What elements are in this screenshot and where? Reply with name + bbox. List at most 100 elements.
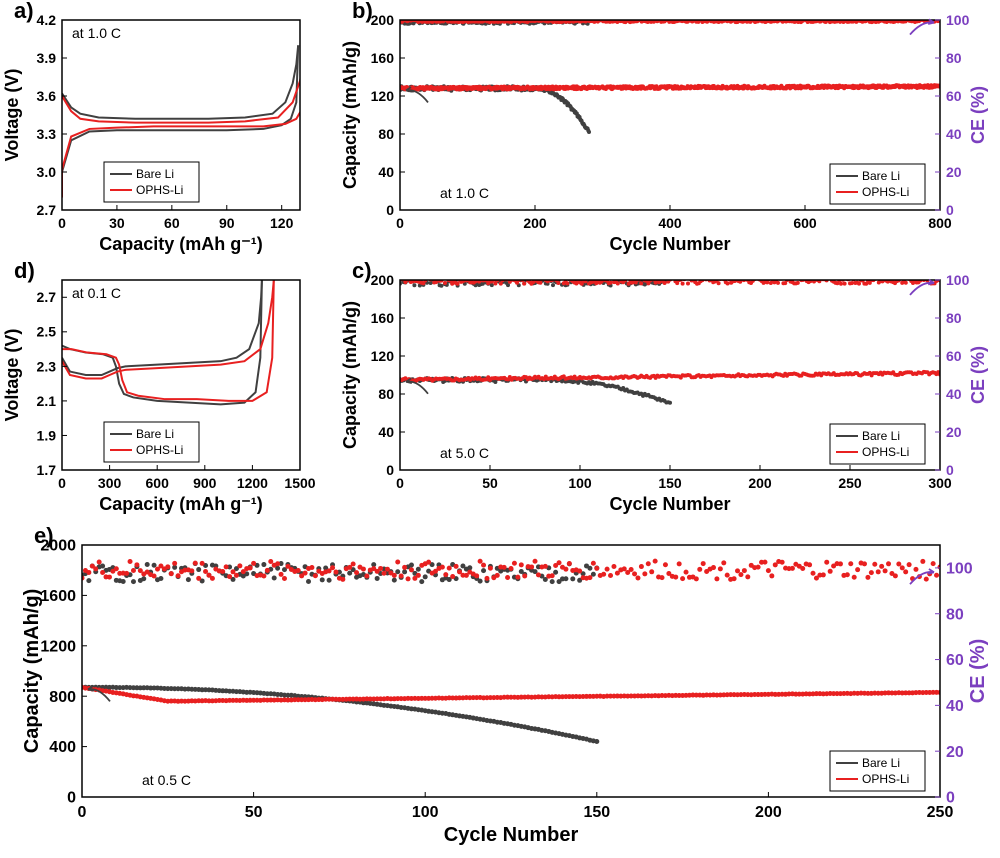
svg-text:200: 200 <box>755 804 782 821</box>
svg-text:3.0: 3.0 <box>37 164 57 180</box>
svg-text:300: 300 <box>98 475 122 491</box>
svg-text:40: 40 <box>946 386 962 402</box>
svg-text:4.2: 4.2 <box>37 12 57 28</box>
svg-text:Bare Li: Bare Li <box>136 167 174 181</box>
svg-text:0: 0 <box>396 475 404 491</box>
svg-text:600: 600 <box>146 475 170 491</box>
svg-text:60: 60 <box>946 348 962 364</box>
svg-text:OPHS-Li: OPHS-Li <box>136 443 183 457</box>
svg-text:1600: 1600 <box>40 588 76 605</box>
svg-text:Capacity (mAh/g): Capacity (mAh/g) <box>340 41 360 189</box>
panel-d: 0300600900120015001.71.92.12.32.52.7Capa… <box>2 258 316 514</box>
svg-text:OPHS-Li: OPHS-Li <box>862 185 909 199</box>
svg-text:80: 80 <box>946 310 962 326</box>
svg-text:400: 400 <box>658 215 682 231</box>
svg-text:0: 0 <box>946 202 954 218</box>
svg-text:0: 0 <box>946 462 954 478</box>
svg-text:30: 30 <box>109 215 125 231</box>
svg-text:Capacity (mAh g⁻¹): Capacity (mAh g⁻¹) <box>99 234 263 254</box>
svg-text:160: 160 <box>371 310 395 326</box>
svg-text:2.1: 2.1 <box>37 393 57 409</box>
svg-text:1.9: 1.9 <box>37 427 57 443</box>
svg-text:Cycle Number: Cycle Number <box>444 824 579 846</box>
svg-text:20: 20 <box>946 744 964 761</box>
svg-text:80: 80 <box>946 50 962 66</box>
svg-text:200: 200 <box>748 475 772 491</box>
svg-text:Bare Li: Bare Li <box>136 427 174 441</box>
svg-text:100: 100 <box>568 475 592 491</box>
svg-text:Bare Li: Bare Li <box>862 429 900 443</box>
svg-text:2.5: 2.5 <box>37 324 57 340</box>
svg-text:0: 0 <box>386 202 394 218</box>
svg-text:3.3: 3.3 <box>37 126 57 142</box>
svg-text:120: 120 <box>371 348 395 364</box>
figure-svg: 0 30 60 90 120 2.7 3.0 3.3 3.6 3.9 4.2 Capacity (mA… <box>0 0 1000 858</box>
svg-text:3.9: 3.9 <box>37 50 57 66</box>
svg-text:at 1.0 C: at 1.0 C <box>440 185 489 201</box>
svg-text:150: 150 <box>583 804 610 821</box>
svg-text:0: 0 <box>396 215 404 231</box>
svg-text:60: 60 <box>946 88 962 104</box>
panel-letter: d) <box>14 258 35 283</box>
panel-e: 0501001502002500400800120016002000020406… <box>21 523 989 846</box>
svg-text:200: 200 <box>523 215 547 231</box>
panel-letter: a) <box>14 0 34 23</box>
svg-text:0: 0 <box>58 475 66 491</box>
svg-text:50: 50 <box>245 804 263 821</box>
svg-text:at 1.0 C: at 1.0 C <box>72 25 121 41</box>
svg-text:0: 0 <box>386 462 394 478</box>
svg-text:Capacity (mAh/g): Capacity (mAh/g) <box>340 301 360 449</box>
svg-text:80: 80 <box>378 126 394 142</box>
svg-text:600: 600 <box>793 215 817 231</box>
svg-text:200: 200 <box>371 12 395 28</box>
svg-text:OPHS-Li: OPHS-Li <box>862 445 909 459</box>
svg-text:120: 120 <box>371 88 395 104</box>
svg-text:CE (%): CE (%) <box>968 346 988 404</box>
svg-text:60: 60 <box>946 652 964 669</box>
svg-text:Cycle Number: Cycle Number <box>609 234 730 254</box>
svg-text:120: 120 <box>270 215 294 231</box>
svg-text:0: 0 <box>946 790 955 807</box>
svg-text:at 0.1 C: at 0.1 C <box>72 285 121 301</box>
svg-text:1500: 1500 <box>284 475 315 491</box>
svg-text:Cycle Number: Cycle Number <box>609 494 730 514</box>
svg-text:0: 0 <box>78 804 87 821</box>
panel-a: 0 30 60 90 120 2.7 3.0 3.3 3.6 3.9 4.2 Capacity (mA… <box>2 0 305 254</box>
svg-text:at 5.0 C: at 5.0 C <box>440 445 489 461</box>
svg-text:OPHS-Li: OPHS-Li <box>862 772 909 786</box>
svg-text:1.7: 1.7 <box>37 462 57 478</box>
svg-text:0: 0 <box>67 790 76 807</box>
svg-text:40: 40 <box>378 164 394 180</box>
svg-text:150: 150 <box>658 475 682 491</box>
svg-text:80: 80 <box>378 386 394 402</box>
svg-text:100: 100 <box>946 272 970 288</box>
svg-text:90: 90 <box>219 215 235 231</box>
svg-text:80: 80 <box>946 606 964 623</box>
figure: 0 30 60 90 120 2.7 3.0 3.3 3.6 3.9 4.2 Capacity (mA… <box>0 0 1000 858</box>
svg-text:at 0.5 C: at 0.5 C <box>142 772 191 788</box>
svg-text:50: 50 <box>482 475 498 491</box>
svg-text:3.6: 3.6 <box>37 88 57 104</box>
svg-text:40: 40 <box>946 698 964 715</box>
svg-text:Capacity (mAh/g): Capacity (mAh/g) <box>21 589 43 753</box>
svg-text:100: 100 <box>946 561 973 578</box>
svg-text:0: 0 <box>58 215 66 231</box>
svg-text:OPHS-Li: OPHS-Li <box>136 183 183 197</box>
panel-letter: c) <box>352 258 372 283</box>
svg-text:250: 250 <box>838 475 862 491</box>
svg-text:Voltage (V): Voltage (V) <box>2 69 22 162</box>
svg-text:100: 100 <box>946 12 970 28</box>
panel-letter: b) <box>352 0 373 23</box>
svg-text:20: 20 <box>946 164 962 180</box>
svg-text:60: 60 <box>164 215 180 231</box>
panel-b: 020040060080004080120160200020406080100C… <box>340 0 988 254</box>
svg-text:1200: 1200 <box>40 638 76 655</box>
svg-text:Bare Li: Bare Li <box>862 756 900 770</box>
svg-text:40: 40 <box>378 424 394 440</box>
svg-text:2.7: 2.7 <box>37 289 57 305</box>
svg-text:2.7: 2.7 <box>37 202 57 218</box>
svg-text:200: 200 <box>371 272 395 288</box>
svg-text:Capacity (mAh g⁻¹): Capacity (mAh g⁻¹) <box>99 494 263 514</box>
svg-text:40: 40 <box>946 126 962 142</box>
svg-text:CE (%): CE (%) <box>968 86 988 144</box>
